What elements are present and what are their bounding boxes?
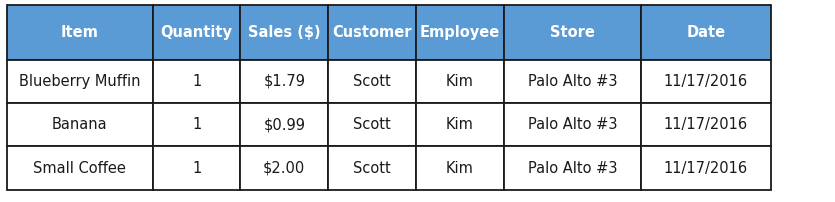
Text: Palo Alto #3: Palo Alto #3 (528, 117, 617, 132)
Bar (641, 5, 771, 60)
Bar (641, 146, 771, 190)
Bar (328, 103, 416, 146)
Bar (328, 60, 416, 103)
Bar (641, 60, 771, 103)
Text: Palo Alto #3: Palo Alto #3 (528, 74, 617, 89)
Text: $2.00: $2.00 (263, 161, 306, 176)
Bar (504, 103, 641, 146)
Text: Quantity: Quantity (160, 25, 233, 40)
Bar (504, 60, 641, 103)
Text: Scott: Scott (353, 161, 391, 176)
Bar (240, 103, 328, 146)
Text: 11/17/2016: 11/17/2016 (664, 74, 748, 89)
Text: Employee: Employee (419, 25, 500, 40)
Text: Banana: Banana (52, 117, 108, 132)
Bar (7, 103, 153, 146)
Text: 11/17/2016: 11/17/2016 (664, 161, 748, 176)
Bar (416, 60, 504, 103)
Bar (504, 5, 641, 60)
Text: $0.99: $0.99 (263, 117, 306, 132)
Text: Blueberry Muffin: Blueberry Muffin (19, 74, 140, 89)
Text: Small Coffee: Small Coffee (33, 161, 126, 176)
Text: Sales ($): Sales ($) (248, 25, 321, 40)
Bar (504, 146, 641, 190)
Text: Item: Item (61, 25, 99, 40)
Text: 1: 1 (192, 117, 201, 132)
Text: Kim: Kim (446, 161, 473, 176)
Bar (416, 5, 504, 60)
Text: 1: 1 (192, 161, 201, 176)
Text: Kim: Kim (446, 117, 473, 132)
Text: Customer: Customer (332, 25, 412, 40)
Text: Date: Date (686, 25, 726, 40)
Bar (153, 146, 240, 190)
Text: Scott: Scott (353, 74, 391, 89)
Text: 11/17/2016: 11/17/2016 (664, 117, 748, 132)
Bar (240, 5, 328, 60)
Bar (153, 5, 240, 60)
Text: Store: Store (550, 25, 595, 40)
Bar (153, 60, 240, 103)
Bar (7, 5, 153, 60)
Bar (153, 103, 240, 146)
Bar (328, 146, 416, 190)
Bar (328, 5, 416, 60)
Bar (641, 103, 771, 146)
Bar (7, 146, 153, 190)
Text: Palo Alto #3: Palo Alto #3 (528, 161, 617, 176)
Text: 1: 1 (192, 74, 201, 89)
Text: $1.79: $1.79 (263, 74, 306, 89)
Bar (240, 146, 328, 190)
Bar (240, 60, 328, 103)
Bar (416, 103, 504, 146)
Bar (416, 146, 504, 190)
Bar (7, 60, 153, 103)
Text: Scott: Scott (353, 117, 391, 132)
Text: Kim: Kim (446, 74, 473, 89)
